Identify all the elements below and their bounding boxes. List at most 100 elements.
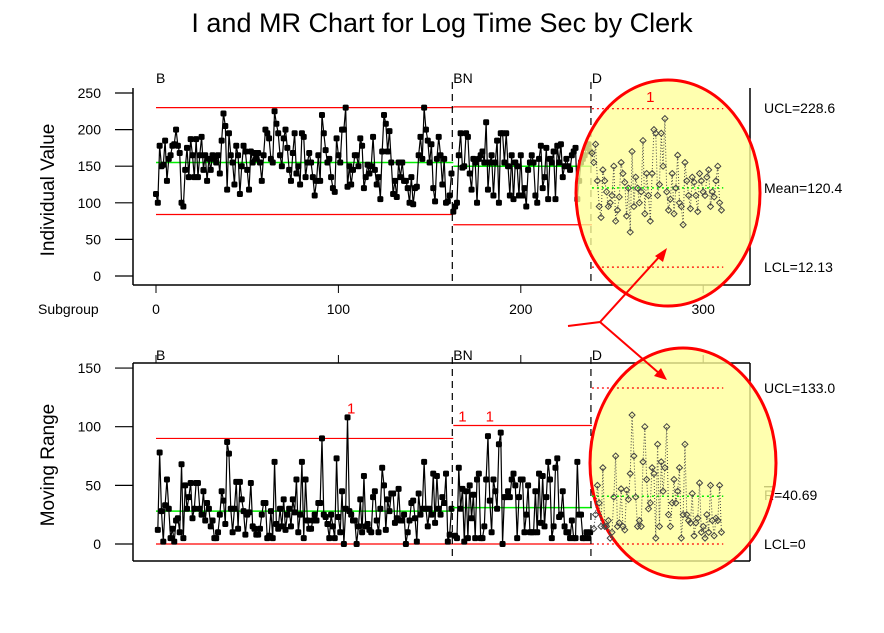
data-point — [464, 133, 471, 140]
data-point — [648, 169, 656, 178]
data-point — [681, 440, 689, 449]
data-point — [413, 183, 420, 190]
data-point — [286, 166, 293, 173]
data-point — [686, 519, 695, 527]
data-point — [563, 155, 570, 162]
data-point — [422, 126, 429, 133]
data-point — [428, 511, 435, 518]
y-tick-label: 100 — [78, 195, 102, 211]
data-point — [187, 136, 194, 143]
data-point — [652, 129, 660, 137]
out-of-control-flag: 1 — [486, 409, 494, 426]
data-point — [322, 147, 329, 154]
data-point — [717, 206, 726, 214]
data-point — [271, 458, 278, 465]
data-point — [255, 150, 262, 157]
data-point — [251, 525, 258, 532]
data-point — [483, 119, 490, 126]
data-point — [697, 528, 706, 536]
data-point — [633, 184, 642, 192]
data-point — [464, 535, 471, 542]
data-point — [413, 538, 420, 545]
data-point — [657, 458, 665, 466]
data-point — [377, 196, 384, 203]
data-point — [156, 142, 163, 149]
data-point — [165, 505, 172, 512]
data-point — [174, 142, 181, 149]
data-point — [318, 111, 325, 118]
data-point — [644, 505, 653, 513]
data-point — [443, 470, 450, 477]
data-point — [415, 490, 422, 497]
data-point — [167, 152, 174, 159]
data-point — [258, 511, 265, 518]
data-point — [550, 148, 557, 155]
data-point — [404, 529, 411, 536]
y-label-individual: Individual Value — [38, 124, 59, 257]
data-point — [216, 511, 223, 518]
data-point — [289, 496, 296, 503]
data-point — [379, 464, 386, 471]
data-point — [264, 130, 271, 137]
data-point — [448, 170, 455, 177]
data-point — [277, 152, 284, 159]
data-point — [255, 531, 262, 538]
data-point — [588, 149, 596, 157]
data-point — [291, 130, 298, 137]
data-point — [514, 163, 521, 170]
data-point — [404, 185, 411, 192]
data-point — [574, 458, 581, 465]
data-point — [240, 142, 247, 149]
data-point — [324, 521, 331, 528]
data-point — [684, 191, 693, 200]
data-point — [652, 534, 660, 542]
data-point — [344, 414, 351, 421]
data-point — [681, 158, 689, 167]
data-point — [163, 476, 170, 483]
data-point — [269, 535, 276, 542]
data-point — [381, 111, 387, 118]
data-point — [180, 203, 187, 210]
data-point — [497, 429, 504, 436]
data-point — [399, 159, 406, 166]
data-point — [267, 508, 274, 515]
data-point — [453, 199, 460, 206]
data-point — [326, 155, 333, 162]
data-point — [508, 476, 515, 483]
data-point — [297, 511, 304, 518]
data-point — [706, 202, 715, 211]
data-point — [220, 497, 227, 504]
data-point — [225, 130, 232, 137]
y-tick-label: 150 — [78, 360, 102, 376]
data-point — [717, 528, 726, 536]
data-point — [532, 192, 539, 199]
data-point — [158, 508, 165, 515]
data-point — [435, 505, 442, 512]
data-point — [371, 166, 378, 173]
data-point — [641, 422, 649, 431]
out-of-control-flag: 1 — [646, 89, 654, 106]
data-point — [318, 435, 325, 442]
data-point — [590, 525, 598, 533]
data-point — [599, 166, 607, 174]
data-point — [677, 202, 686, 211]
y-tick-label: 250 — [78, 85, 102, 101]
data-point — [715, 199, 724, 207]
data-point — [672, 184, 680, 192]
data-point — [428, 141, 435, 148]
data-point — [441, 499, 448, 506]
data-point — [514, 535, 521, 542]
data-point — [357, 496, 364, 503]
data-point — [193, 136, 200, 143]
data-point — [410, 497, 417, 504]
data-point — [610, 162, 618, 170]
data-point — [313, 517, 320, 524]
data-point — [360, 472, 367, 479]
data-point — [231, 181, 238, 188]
data-point — [690, 532, 698, 540]
data-point — [222, 122, 229, 129]
data-point — [424, 523, 431, 530]
data-point — [510, 196, 517, 203]
data-point — [368, 529, 375, 536]
data-point — [539, 472, 546, 479]
